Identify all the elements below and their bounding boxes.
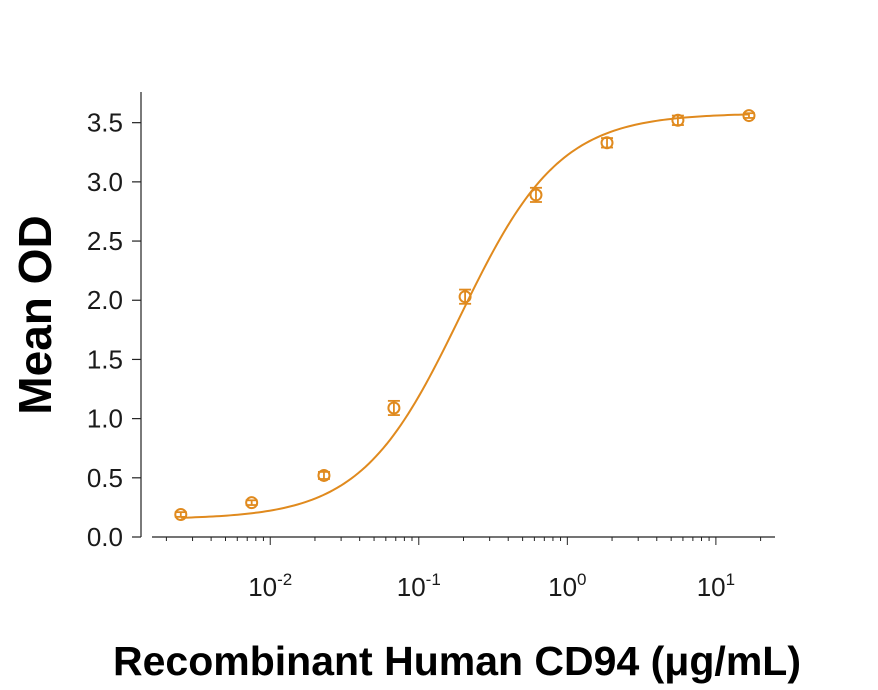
data-point [174,508,188,522]
x-axis: 10-2 10-1 100 101 [152,536,775,602]
data-point [317,468,331,482]
data-marker [174,508,188,522]
data-marker [245,496,259,510]
data-marker [458,290,472,304]
x-tick-base: 10 [248,572,277,602]
data-marker [600,136,614,150]
x-tick-exponent: 1 [726,570,735,589]
data-points-layer [174,109,756,522]
data-marker [671,113,685,127]
fit-curve-line [180,113,749,519]
data-point [529,186,543,203]
y-tick-label: 1.0 [87,404,123,434]
data-marker [529,188,543,202]
data-marker [317,468,331,482]
y-tick-label: 3.5 [87,108,123,138]
data-point [600,136,614,150]
y-axis-label: Mean OD [9,215,61,414]
x-tick-base: 10 [697,572,726,602]
data-marker [742,109,756,123]
y-tick-label: 1.5 [87,344,123,374]
y-tick-label: 0.5 [87,463,123,493]
y-axis: 0.0 0.5 1.0 1.5 2.0 2.5 3.0 3.5 [87,92,142,552]
x-tick-label: 10-2 [248,570,292,602]
x-tick-base: 10 [548,572,577,602]
x-tick-label: 100 [548,570,586,602]
y-tick-label: 2.0 [87,285,123,315]
x-tick-base: 10 [397,572,426,602]
y-tick-label: 2.5 [87,226,123,256]
y-tick-label: 0.0 [87,522,123,552]
data-point [458,288,472,305]
x-tick-exponent: -1 [426,570,441,589]
data-point [671,113,685,127]
fit-curve-layer [180,113,749,519]
x-tick-label: 101 [697,570,735,602]
x-tick-exponent: -2 [277,570,292,589]
data-point [742,109,756,123]
x-axis-label: Recombinant Human CD94 (μg/mL) [113,638,801,684]
data-marker [387,401,401,415]
data-point [245,496,259,510]
data-point [387,399,401,416]
y-tick-label: 3.0 [87,167,123,197]
x-tick-exponent: 0 [577,570,586,589]
x-tick-label: 10-1 [397,570,441,602]
